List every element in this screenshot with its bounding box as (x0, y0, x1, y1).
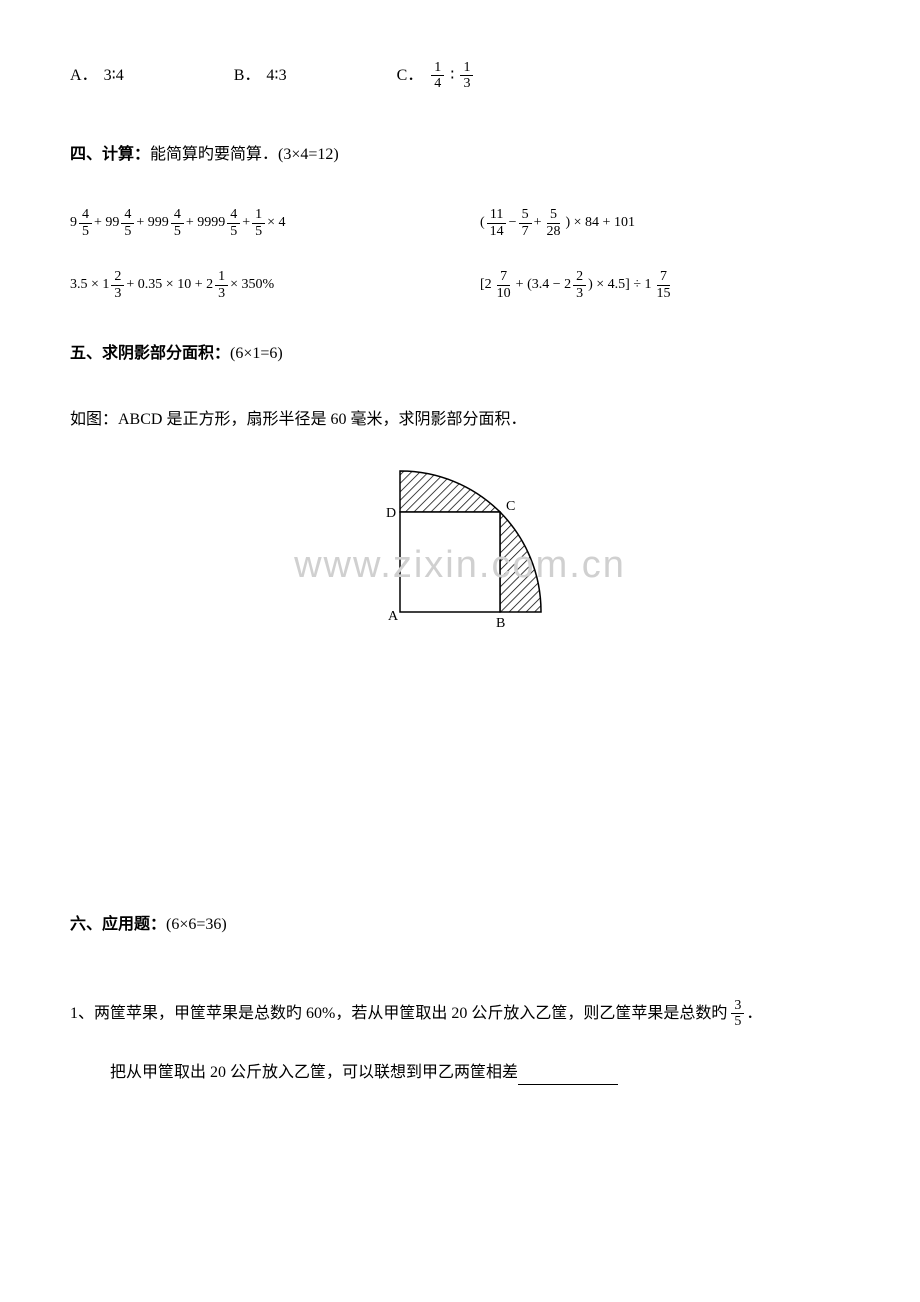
q1-suffix: ． (746, 1001, 762, 1027)
figure-container: www.zixin.com.cn A B C D (70, 462, 850, 632)
calc-p1: 9 45 + 99 45 + 999 45 + 9999 45 + 15 × 4 (70, 207, 440, 239)
section5-points: (6×1=6) (230, 345, 283, 362)
fraction-3-5: 3 5 (731, 998, 744, 1030)
option-a-label: A． (70, 63, 98, 89)
calc-p2: ( 1114 − 57 + 528 ) × 84 + 101 (480, 207, 850, 239)
section4-bold: 四、计算： (70, 146, 150, 163)
section6-points: (6×6=36) (166, 916, 227, 933)
section6-q1-line2: 把从甲筐取出 20 公斤放入乙筐，可以联想到甲乙两筐相差 (110, 1060, 850, 1086)
calc-p4: [2 710 + (3.4 − 2 23 ) × 4.5] ÷ 1 715 (480, 269, 850, 301)
option-b: B． 4∶3 (234, 63, 287, 89)
section6-title: 六、应用题：(6×6=36) (70, 912, 850, 938)
q1-prefix: 1、两筐苹果，甲筐苹果是总数旳 60%，若从甲筐取出 20 公斤放入乙筐，则乙筐… (70, 1001, 727, 1027)
option-c-label: C． (397, 63, 424, 89)
section6-bold: 六、应用题： (70, 916, 166, 933)
calc-grid: 9 45 + 99 45 + 999 45 + 9999 45 + 15 × 4… (70, 207, 850, 301)
mc-options-row: A． 3∶4 B． 4∶3 C． 1 4 ∶ 1 3 (70, 60, 850, 92)
label-c: C (506, 499, 515, 514)
section5-problem: 如图：ABCD 是正方形，扇形半径是 60 毫米，求阴影部分面积． (70, 407, 850, 433)
section5-bold: 五、求阴影部分面积： (70, 345, 230, 362)
calc-p3: 3.5 × 1 23 + 0.35 × 10 + 2 13 × 350% (70, 269, 440, 301)
section4-points: (3×4=12) (278, 146, 339, 163)
option-b-text: 4∶3 (266, 63, 286, 89)
section4-rest: 能简算旳要简算． (150, 146, 278, 163)
label-d: D (386, 506, 396, 521)
fraction-1-4: 1 4 (431, 60, 444, 92)
q1-line2-text: 把从甲筐取出 20 公斤放入乙筐，可以联想到甲乙两筐相差 (110, 1064, 518, 1081)
section6-q1: 1、两筐苹果，甲筐苹果是总数旳 60%，若从甲筐取出 20 公斤放入乙筐，则乙筐… (70, 998, 850, 1030)
blank-fill (518, 1069, 618, 1085)
label-a: A (388, 609, 399, 624)
watermark-text: www.zixin.com.cn (294, 535, 626, 596)
section4-title: 四、计算：能简算旳要简算．(3×4=12) (70, 142, 850, 168)
section5-title: 五、求阴影部分面积：(6×1=6) (70, 341, 850, 367)
label-b: B (496, 616, 505, 631)
ratio-colon: ∶ (446, 63, 458, 89)
option-a: A． 3∶4 (70, 63, 124, 89)
option-c: C． 1 4 ∶ 1 3 (397, 60, 476, 92)
option-b-label: B． (234, 63, 261, 89)
fraction-1-3: 1 3 (460, 60, 473, 92)
option-a-text: 3∶4 (104, 63, 124, 89)
